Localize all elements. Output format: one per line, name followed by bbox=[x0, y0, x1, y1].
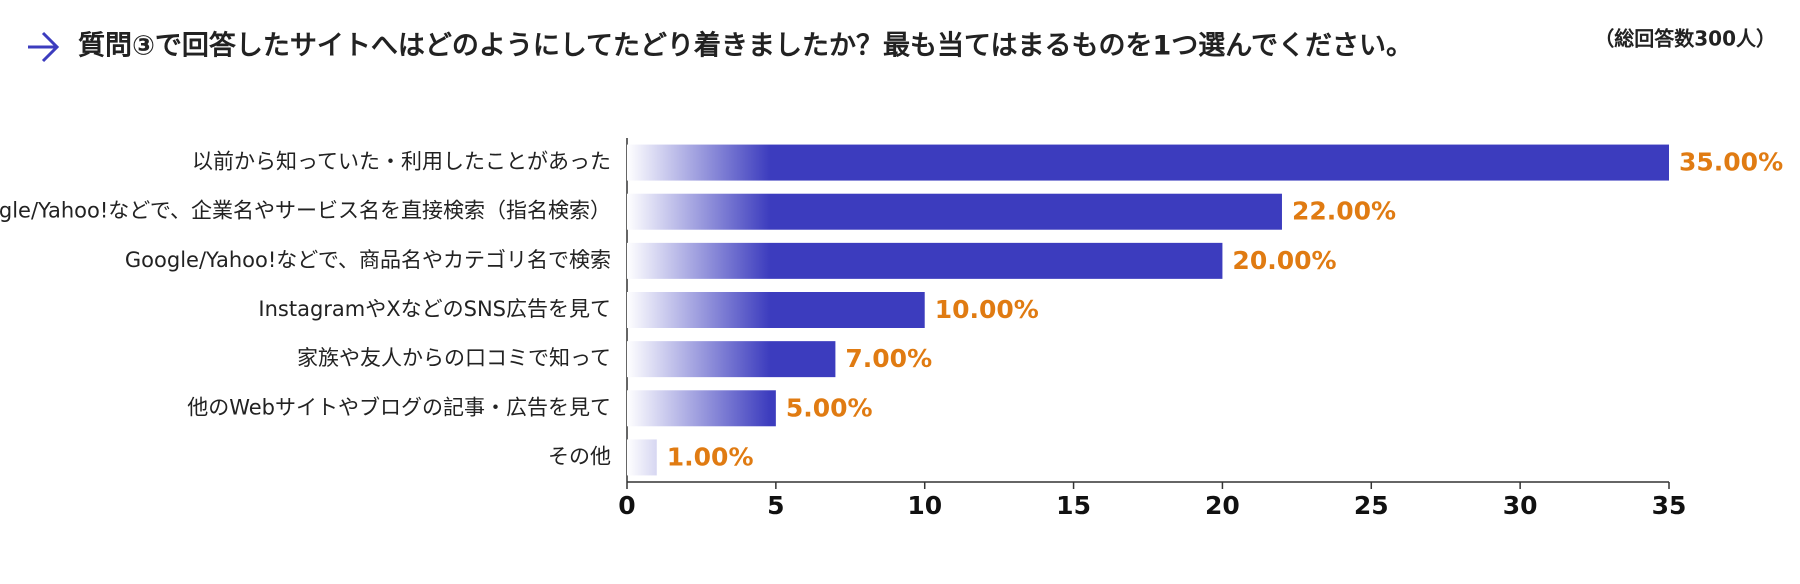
x-tick-label: 25 bbox=[1354, 491, 1389, 520]
bar bbox=[627, 242, 1223, 279]
x-tick-label: 30 bbox=[1503, 491, 1538, 520]
bar bbox=[627, 390, 776, 427]
y-tick-label: InstagramやXなどのSNS広告を見て bbox=[258, 297, 611, 321]
value-label: 10.00% bbox=[935, 295, 1039, 324]
value-label: 5.00% bbox=[786, 393, 873, 422]
bar bbox=[627, 292, 925, 328]
annotation: （総回答数300人） bbox=[1594, 27, 1776, 51]
bar bbox=[627, 439, 657, 476]
value-label: 7.00% bbox=[845, 344, 932, 373]
x-tick-label: 10 bbox=[907, 491, 942, 520]
bar bbox=[627, 341, 836, 378]
y-tick-label: 以前から知っていた・利用したことがあった bbox=[192, 150, 611, 174]
value-label: 22.00% bbox=[1292, 197, 1396, 226]
y-tick-label: Google/Yahoo!などで、商品名やカテゴリ名で検索 bbox=[125, 248, 611, 272]
y-tick-label: 家族や友人からの口コミで知って bbox=[297, 346, 611, 370]
value-label: 20.00% bbox=[1232, 246, 1336, 275]
arrow-icon bbox=[28, 31, 60, 63]
value-label: 1.00% bbox=[667, 442, 754, 471]
x-tick-label: 15 bbox=[1056, 491, 1091, 520]
y-tick-label: その他 bbox=[548, 444, 611, 468]
y-tick-label: Google/Yahoo!などで、企業名やサービス名を直接検索（指名検索） bbox=[0, 199, 611, 223]
bar bbox=[627, 193, 1282, 230]
bar bbox=[627, 144, 1669, 181]
x-tick-label: 20 bbox=[1205, 491, 1240, 520]
x-tick-label: 5 bbox=[767, 491, 784, 520]
x-tick-label: 0 bbox=[618, 491, 635, 520]
y-tick-label: 他のWebサイトやブログの記事・広告を見て bbox=[187, 395, 611, 419]
x-tick-label: 35 bbox=[1652, 491, 1687, 520]
chart-title: 質問③で回答したサイトへはどのようにしてたどり着きましたか？最も当てはまるものを… bbox=[78, 30, 1413, 62]
value-label: 35.00% bbox=[1679, 148, 1783, 177]
